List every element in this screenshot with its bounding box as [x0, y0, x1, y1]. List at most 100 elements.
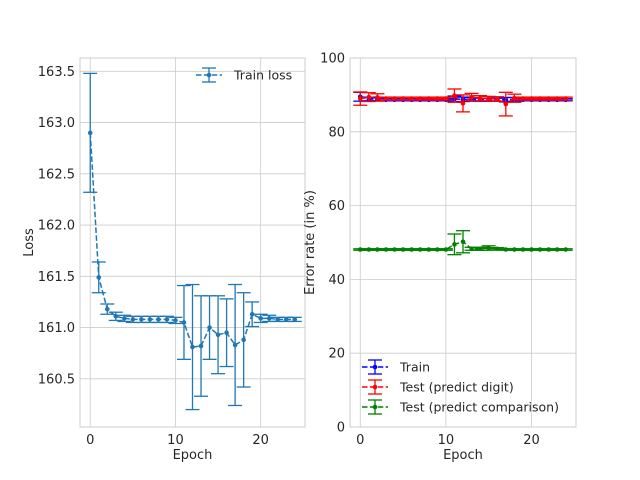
test-predict-digit--point: [443, 96, 449, 101]
test-predict-comparison--point: [469, 246, 474, 252]
test-predict-comparison--point: [512, 247, 517, 252]
legend-item: Train: [362, 359, 430, 375]
test-predict-digit--point: [520, 96, 526, 101]
test-predict-digit--point: [383, 96, 389, 101]
test-predict-digit--point: [494, 96, 500, 102]
test-predict-comparison--point: [546, 247, 551, 252]
test-predict-digit--point: [392, 96, 397, 101]
legend-swatch-marker: [372, 384, 378, 390]
test-predict-digit--point: [409, 96, 414, 101]
test-predict-digit--point: [366, 94, 372, 100]
x-tick-label: 10: [167, 433, 184, 448]
train-loss-point: [156, 317, 161, 322]
test-predict-comparison--point: [494, 246, 500, 252]
test-predict-comparison--point: [537, 247, 543, 252]
train-loss-point: [207, 325, 212, 330]
plot-frame: [79, 57, 306, 428]
train-loss-point: [130, 317, 136, 322]
legend-swatch-marker: [206, 72, 212, 78]
series-layer: [353, 88, 573, 256]
y-tick-label: 162.5: [38, 167, 75, 182]
x-tick-label: 20: [252, 433, 269, 448]
x-axis-label: Epoch: [173, 448, 213, 463]
y-tick-label: 161.0: [38, 321, 75, 336]
test-predict-digit--point: [477, 95, 483, 101]
y-tick-label: 100: [320, 52, 345, 67]
test-predict-comparison--point: [554, 247, 560, 252]
test-predict-comparison--point: [486, 245, 491, 251]
legend-label-train: Train: [399, 360, 430, 375]
y-axis-label: Error rate (in %): [303, 190, 318, 295]
test-predict-comparison--point: [366, 247, 372, 252]
test-predict-digit--point: [512, 95, 517, 101]
legend-item: Test (predict digit): [362, 379, 514, 395]
train-loss-point: [164, 317, 170, 322]
train-loss-point: [224, 330, 229, 336]
train-loss-point: [139, 317, 144, 322]
train-loss-point: [113, 314, 119, 319]
test-predict-comparison--point: [383, 247, 389, 252]
test-predict-comparison--point: [452, 242, 457, 247]
test-predict-comparison--point: [375, 247, 380, 252]
test-predict-digit--point: [503, 101, 509, 107]
test-predict-comparison--point: [460, 239, 466, 245]
test-predict-comparison--point: [435, 247, 440, 252]
test-predict-comparison--point: [503, 247, 509, 252]
test-predict-digit--point: [554, 96, 560, 101]
y-tick-label: 162.0: [38, 219, 75, 234]
y-tick-label: 160.5: [38, 372, 75, 387]
train-loss-point: [292, 317, 298, 322]
test-predict-comparison--point: [477, 246, 483, 252]
test-predict-digit--point: [537, 96, 543, 101]
test-predict-digit--point: [546, 96, 551, 101]
train-loss-point: [104, 306, 110, 312]
x-tick-label: 10: [438, 433, 455, 448]
test-predict-digit--point: [486, 96, 491, 101]
test-predict-comparison--point: [417, 247, 423, 252]
test-predict-digit--point: [400, 96, 406, 101]
y-tick-label: 60: [328, 199, 345, 214]
test-predict-digit--point: [435, 96, 440, 101]
test-predict-comparison--point: [400, 247, 406, 252]
legend: Train loss: [196, 67, 292, 83]
train-loss-point: [181, 320, 187, 325]
y-tick-label: 20: [328, 347, 345, 362]
train-loss-point: [173, 318, 178, 323]
legend: Train Test (predict digit) Test (predict c…: [362, 359, 559, 415]
test-predict-digit--point: [375, 95, 380, 100]
test-predict-digit--point: [426, 96, 432, 101]
train-loss-point: [215, 332, 221, 338]
train-loss-point: [266, 316, 272, 321]
series-layer: [83, 72, 302, 411]
loss-chart: 0 10 20 160.5 161.0 161.5 162.0 162.5 163.0 163.5…: [22, 57, 306, 463]
y-axis-label: Loss: [22, 228, 37, 257]
legend-swatch-marker: [372, 364, 378, 370]
y-tick-label: 161.5: [38, 270, 75, 285]
plot-frame: [349, 57, 577, 428]
train-loss-point: [122, 316, 127, 321]
test-predict-digit--point: [417, 96, 423, 101]
test-predict-comparison--point: [563, 247, 569, 252]
train-loss-point: [249, 311, 255, 317]
train-loss-point: [283, 317, 289, 322]
x-tick-label: 0: [86, 433, 94, 448]
legend-item: Train loss: [196, 67, 292, 83]
y-tick-label: 80: [328, 125, 345, 140]
y-tick-label: 163.0: [38, 116, 75, 131]
test-predict-comparison--point: [357, 247, 363, 252]
legend-item: Test (predict comparison): [362, 399, 559, 415]
y-tick-label: 163.5: [38, 65, 75, 80]
legend-label-test-predict-comparison-: Test (predict comparison): [399, 400, 559, 415]
test-predict-digit--point: [452, 93, 457, 98]
test-predict-digit--point: [357, 96, 363, 101]
x-tick-label: 0: [356, 433, 364, 448]
legend-label-test-predict-digit-: Test (predict digit): [399, 380, 514, 395]
test-predict-digit--point: [529, 96, 534, 101]
train-loss-point: [87, 130, 93, 136]
test-predict-digit--point: [460, 101, 466, 106]
legend-swatch-marker: [372, 404, 378, 410]
test-predict-digit--point: [563, 96, 569, 101]
test-predict-comparison--point: [520, 247, 526, 252]
test-predict-digit--point: [469, 94, 474, 100]
y-tick-label: 40: [328, 273, 345, 288]
